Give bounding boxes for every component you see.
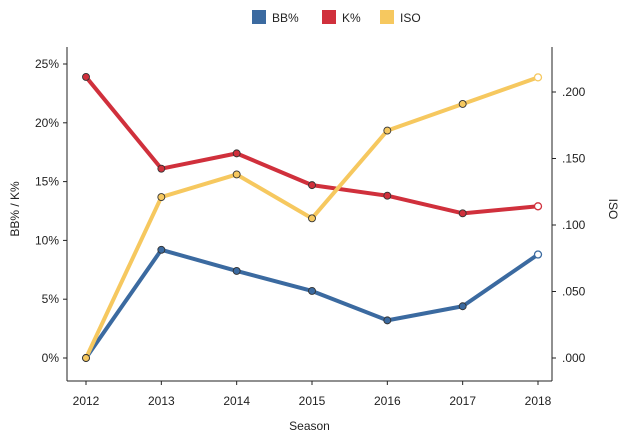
right-tick-label: .200 [562, 85, 586, 99]
data-point-iso [533, 73, 543, 82]
data-point-k [157, 164, 166, 173]
data-point-iso [458, 100, 467, 108]
data-point-k [308, 181, 316, 190]
left-tick-label: 0% [42, 351, 60, 365]
legend-swatch-k [322, 10, 336, 24]
x-tick-label: 2015 [299, 394, 326, 408]
data-point-iso [308, 214, 316, 223]
data-point-bb [383, 316, 392, 325]
data-point-bb [533, 250, 543, 259]
legend-label-k: K% [342, 11, 361, 25]
x-tick-label: 2014 [223, 394, 250, 408]
legend-label-bb: BB% [272, 11, 299, 25]
right-axis-ticks: .000 .050 .100 .150 .200 [552, 85, 586, 365]
x-axis-ticks: 2012 2013 2014 2015 2016 2017 2018 [73, 381, 552, 408]
x-tick-label: 2017 [449, 394, 476, 408]
data-point-iso [157, 193, 166, 202]
data-point-k [383, 191, 392, 200]
data-point-k [232, 149, 241, 158]
left-tick-label: 25% [35, 57, 59, 71]
right-axis-title: ISO [606, 199, 620, 220]
data-point-iso [82, 354, 90, 362]
legend-swatch-iso [380, 10, 394, 24]
data-point-k [458, 209, 467, 218]
left-tick-label: 15% [35, 175, 59, 189]
left-tick-label: 5% [42, 292, 60, 306]
x-tick-label: 2018 [525, 394, 552, 408]
x-tick-label: 2013 [148, 394, 175, 408]
right-tick-label: .150 [562, 152, 586, 166]
data-point-iso [383, 126, 392, 135]
data-point-bb [157, 245, 166, 254]
series-points [82, 72, 543, 362]
left-tick-label: 20% [35, 116, 59, 130]
data-point-k [533, 202, 543, 211]
legend-swatch-bb [252, 10, 266, 24]
legend: BB% K% ISO [252, 10, 421, 25]
data-point-bb [232, 267, 241, 275]
x-tick-label: 2016 [374, 394, 401, 408]
data-point-bb [308, 287, 316, 295]
data-point-k [82, 72, 90, 81]
data-point-bb [458, 302, 467, 311]
right-tick-label: .050 [562, 285, 586, 299]
data-point-iso [232, 170, 241, 179]
axes [66, 47, 553, 382]
series-line-k [84, 74, 540, 216]
left-tick-label: 10% [35, 233, 59, 247]
legend-label-iso: ISO [400, 11, 421, 25]
x-tick-label: 2012 [73, 394, 100, 408]
x-axis-title: Season [289, 419, 330, 433]
right-tick-label: .000 [562, 351, 586, 365]
series-line-bb [84, 247, 540, 360]
left-axis-ticks: 0% 5% 10% 15% 20% 25% [35, 57, 67, 365]
right-tick-label: .100 [562, 218, 586, 232]
left-axis-title: BB% / K% [8, 181, 22, 237]
